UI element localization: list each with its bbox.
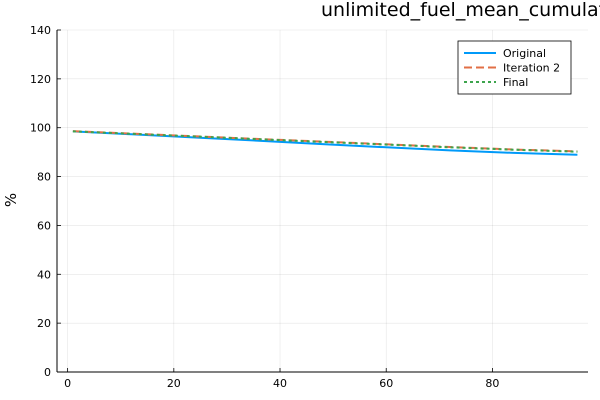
y-tick-label: 120 bbox=[30, 73, 51, 86]
series-line-final bbox=[72, 130, 578, 153]
x-tick-label: 40 bbox=[273, 377, 287, 390]
x-tick-labels: 0 20 40 60 80 bbox=[64, 377, 499, 390]
y-tick-label: 40 bbox=[37, 268, 51, 281]
y-tick-label: 100 bbox=[30, 122, 51, 135]
x-tick-label: 0 bbox=[64, 377, 71, 390]
y-tick-labels: 0 20 40 60 80 100 120 140 bbox=[30, 24, 51, 379]
chart-title: unlimited_fuel_mean_cumulative_survival_… bbox=[321, 0, 600, 21]
y-tick-label: 60 bbox=[37, 219, 51, 232]
axes bbox=[56, 29, 588, 373]
legend-label-original: Original bbox=[503, 47, 546, 60]
x-tick-label: 80 bbox=[485, 377, 499, 390]
y-tick-label: 80 bbox=[37, 171, 51, 184]
x-tick-label: 60 bbox=[379, 377, 393, 390]
y-tick-label: 0 bbox=[44, 366, 51, 379]
legend-label-iteration-2: Iteration 2 bbox=[503, 62, 560, 75]
series-lines bbox=[72, 130, 578, 156]
y-axis-label: % bbox=[2, 193, 20, 207]
y-tick-label: 140 bbox=[30, 24, 51, 37]
legend-label-final: Final bbox=[503, 76, 528, 89]
y-tick-label: 20 bbox=[37, 317, 51, 330]
x-tick-label: 20 bbox=[167, 377, 181, 390]
